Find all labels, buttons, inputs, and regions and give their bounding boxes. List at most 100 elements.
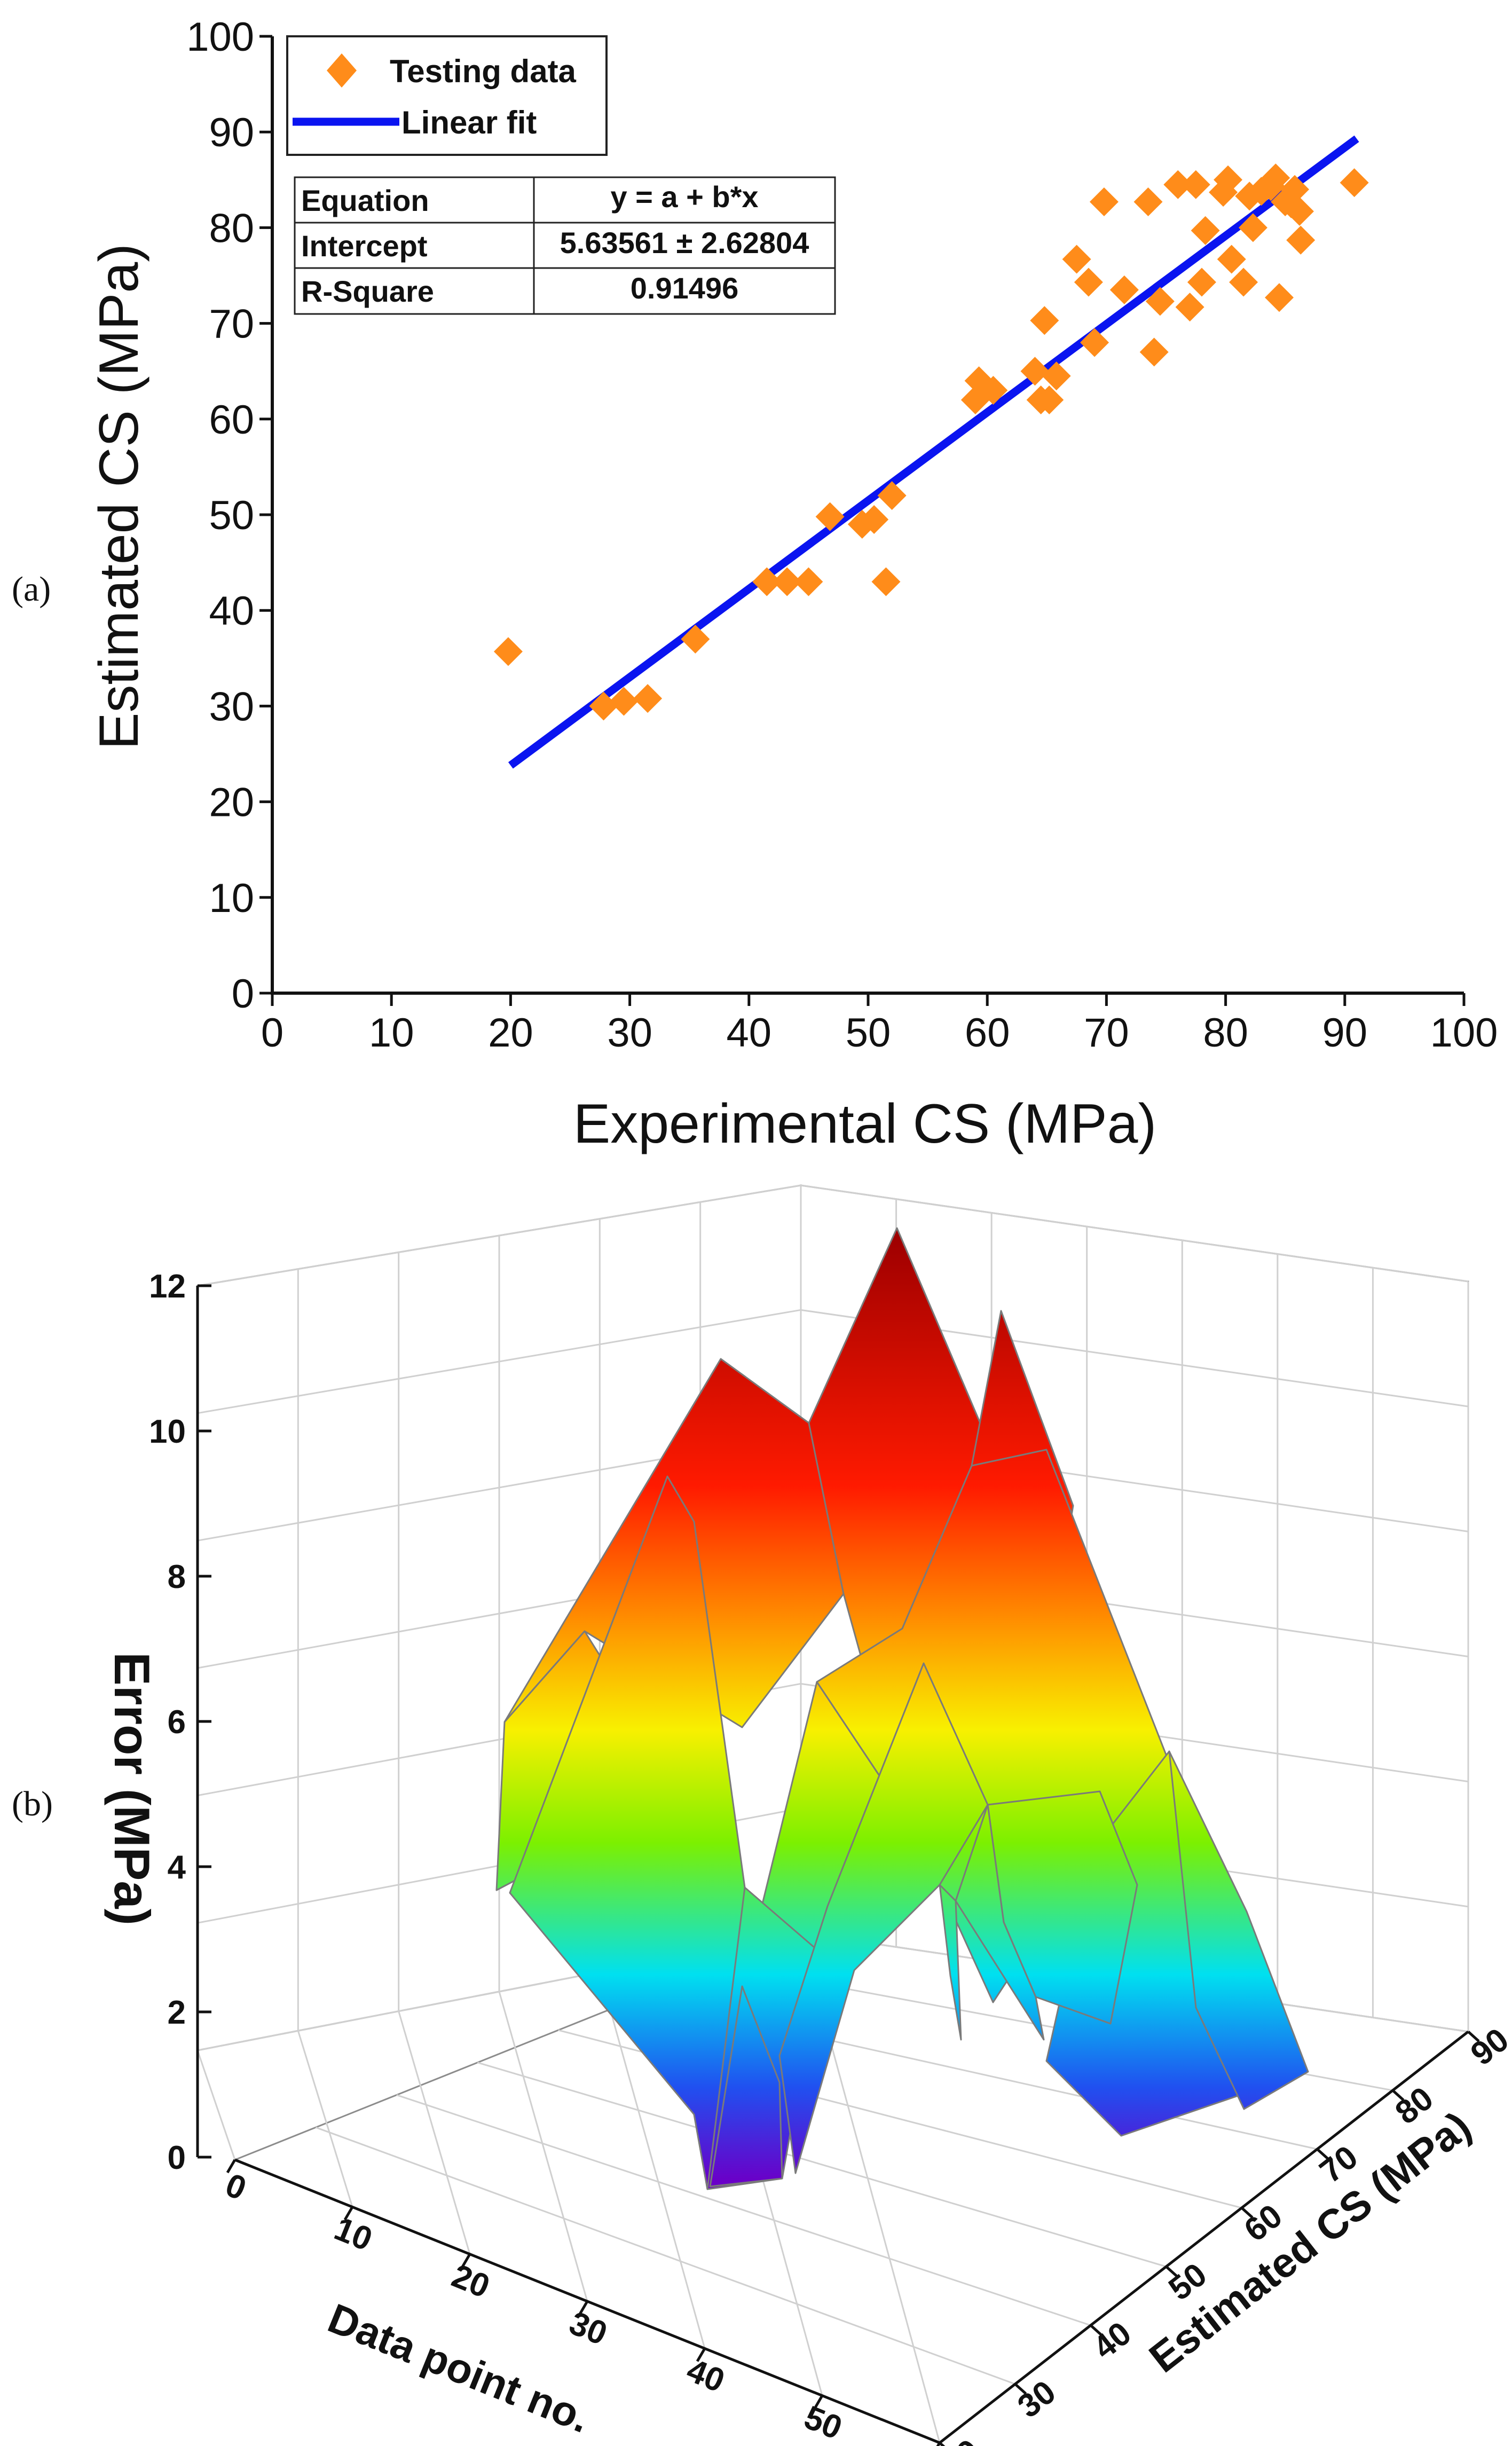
floor-gridline-x bbox=[297, 2030, 353, 2207]
y-tick-label: 90 bbox=[209, 110, 254, 155]
data-point-marker bbox=[871, 567, 901, 596]
fit-table-row-label: R-Square bbox=[301, 274, 434, 308]
x-tick-mark-b bbox=[696, 2348, 706, 2362]
y-tick-mark-b bbox=[939, 2442, 946, 2446]
estimated-cs-axis-line bbox=[939, 2031, 1469, 2444]
data-point-marker bbox=[1030, 306, 1059, 335]
z-axis-title-b: Error (MPa) bbox=[104, 1652, 160, 1925]
data-point-marker bbox=[979, 376, 1008, 405]
data-point-marker bbox=[589, 691, 618, 721]
x-tick-label: 80 bbox=[1203, 1010, 1248, 1056]
surface-facet bbox=[939, 1884, 962, 2041]
fit-table-row-value: y = a + b*x bbox=[610, 180, 758, 214]
x-tick-label-b: 30 bbox=[564, 2305, 612, 2353]
y-tick-label: 40 bbox=[209, 588, 254, 634]
linear-fit-line bbox=[508, 135, 1359, 769]
x-tick-mark-b bbox=[578, 2300, 589, 2315]
legend-diamond-marker bbox=[327, 53, 357, 88]
panel-label-b: (b) bbox=[12, 1784, 53, 1823]
data-point-marker bbox=[1214, 165, 1243, 194]
data-point-marker bbox=[1035, 385, 1064, 414]
data-point-marker bbox=[609, 687, 639, 716]
x-tick-label: 10 bbox=[369, 1010, 414, 1056]
data-point-marker bbox=[1062, 245, 1091, 274]
x-tick-label: 50 bbox=[846, 1010, 891, 1056]
data-point-marker bbox=[1265, 283, 1294, 312]
x-tick-label: 90 bbox=[1322, 1010, 1368, 1056]
x-axis-title-a: Experimental CS (MPa) bbox=[573, 1093, 1156, 1155]
surface-panel-b: (b) 02468101201020304050602030 bbox=[12, 1184, 1512, 2446]
x-tick-label: 0 bbox=[261, 1010, 284, 1056]
x-tick-mark-b bbox=[343, 2206, 354, 2221]
data-point-marker bbox=[1080, 328, 1109, 357]
y-tick-label: 70 bbox=[209, 302, 254, 347]
x-tick-label: 20 bbox=[488, 1010, 533, 1056]
x-tick-label-b: 50 bbox=[799, 2399, 847, 2446]
data-point-marker bbox=[1191, 216, 1220, 245]
data-point-marker bbox=[1089, 187, 1119, 217]
plot-frame-a bbox=[271, 36, 1464, 995]
error-surface bbox=[495, 1227, 1309, 2190]
x-tick-label: 60 bbox=[965, 1010, 1010, 1056]
x-tick-label: 40 bbox=[727, 1010, 772, 1056]
data-point-marker bbox=[1042, 361, 1071, 391]
data-point-marker bbox=[1280, 175, 1310, 204]
z-tick-label: 0 bbox=[168, 2140, 186, 2176]
data-point-marker bbox=[1163, 170, 1193, 199]
floor-gridline-x bbox=[598, 1971, 706, 2349]
y-tick-mark-b bbox=[1391, 2089, 1405, 2101]
data-point-marker bbox=[493, 637, 523, 666]
floor-gridline-x bbox=[196, 2050, 236, 2160]
y-tick-label: 60 bbox=[209, 397, 254, 443]
x-axis-title-b: Data point no. bbox=[322, 2294, 597, 2442]
legend-box bbox=[286, 35, 608, 156]
data-point-marker bbox=[681, 624, 710, 654]
surface-facet bbox=[709, 1985, 783, 2188]
data-point-marker bbox=[1261, 163, 1290, 193]
data-point-marker bbox=[1238, 213, 1267, 242]
x-tick-mark-b bbox=[813, 2395, 824, 2409]
data-point-marker bbox=[1286, 225, 1316, 255]
floor-gridline-x bbox=[398, 2011, 471, 2255]
legend-label-linear-fit: Linear fit bbox=[401, 105, 537, 140]
data-point-marker bbox=[1133, 187, 1163, 217]
y-tick-mark-b bbox=[1241, 2207, 1254, 2219]
x-tick-label: 70 bbox=[1084, 1010, 1129, 1056]
floor-gridline-y bbox=[315, 2126, 1015, 2385]
z-tick-label: 4 bbox=[168, 1849, 186, 1886]
legend-label-testing-data: Testing data bbox=[390, 53, 577, 89]
y-tick-label: 80 bbox=[209, 206, 254, 251]
data-point-marker bbox=[1229, 268, 1258, 297]
x-tick-mark-b bbox=[936, 2442, 941, 2446]
data-point-marker bbox=[1139, 337, 1169, 367]
data-point-marker bbox=[1340, 168, 1369, 198]
y-tick-mark-b bbox=[1165, 2266, 1178, 2277]
y-tick-label: 30 bbox=[209, 684, 254, 729]
data-point-marker bbox=[877, 481, 907, 510]
y-tick-label: 50 bbox=[209, 493, 254, 538]
data-point-marker bbox=[1187, 268, 1216, 297]
x-tick-label: 100 bbox=[1430, 1010, 1498, 1056]
data-point-marker bbox=[1181, 170, 1210, 199]
y-axis-title-a: Estimated CS (MPa) bbox=[88, 243, 150, 750]
x-tick-label-b: 10 bbox=[329, 2210, 377, 2258]
surface-facet bbox=[955, 1804, 1045, 2041]
data-point-marker bbox=[1217, 245, 1246, 274]
fit-table-row-label: Intercept bbox=[301, 229, 428, 263]
scatter-panel-a: (a) 0 10 20 30 40 50 60 70 80 90 100 0 10 20 30 40 50 60 7… bbox=[12, 14, 1498, 1155]
data-point-marker bbox=[794, 567, 823, 596]
y-tick-label: 10 bbox=[209, 876, 254, 921]
x-tick-mark-b bbox=[226, 2159, 237, 2174]
data-point-marker bbox=[752, 567, 782, 596]
data-point-marker bbox=[1285, 196, 1314, 226]
data-point-marker bbox=[1145, 287, 1175, 316]
y-tick-label: 0 bbox=[232, 971, 254, 1017]
x-tick-mark-b bbox=[461, 2253, 471, 2268]
y-tick-label-b: 90 bbox=[1464, 2021, 1512, 2073]
axis-ticks-a: 0 10 20 30 40 50 60 70 80 90 100 0 10 20 30 40 50 60 70 80 9… bbox=[186, 14, 1498, 1056]
fit-table-row-label: Equation bbox=[301, 184, 429, 217]
fit-table-row-value: 0.91496 bbox=[631, 271, 738, 305]
fit-stats-table: Equation y = a + b*x Intercept 5.63561 ±… bbox=[294, 176, 836, 315]
z-tick-label: 12 bbox=[149, 1268, 186, 1305]
